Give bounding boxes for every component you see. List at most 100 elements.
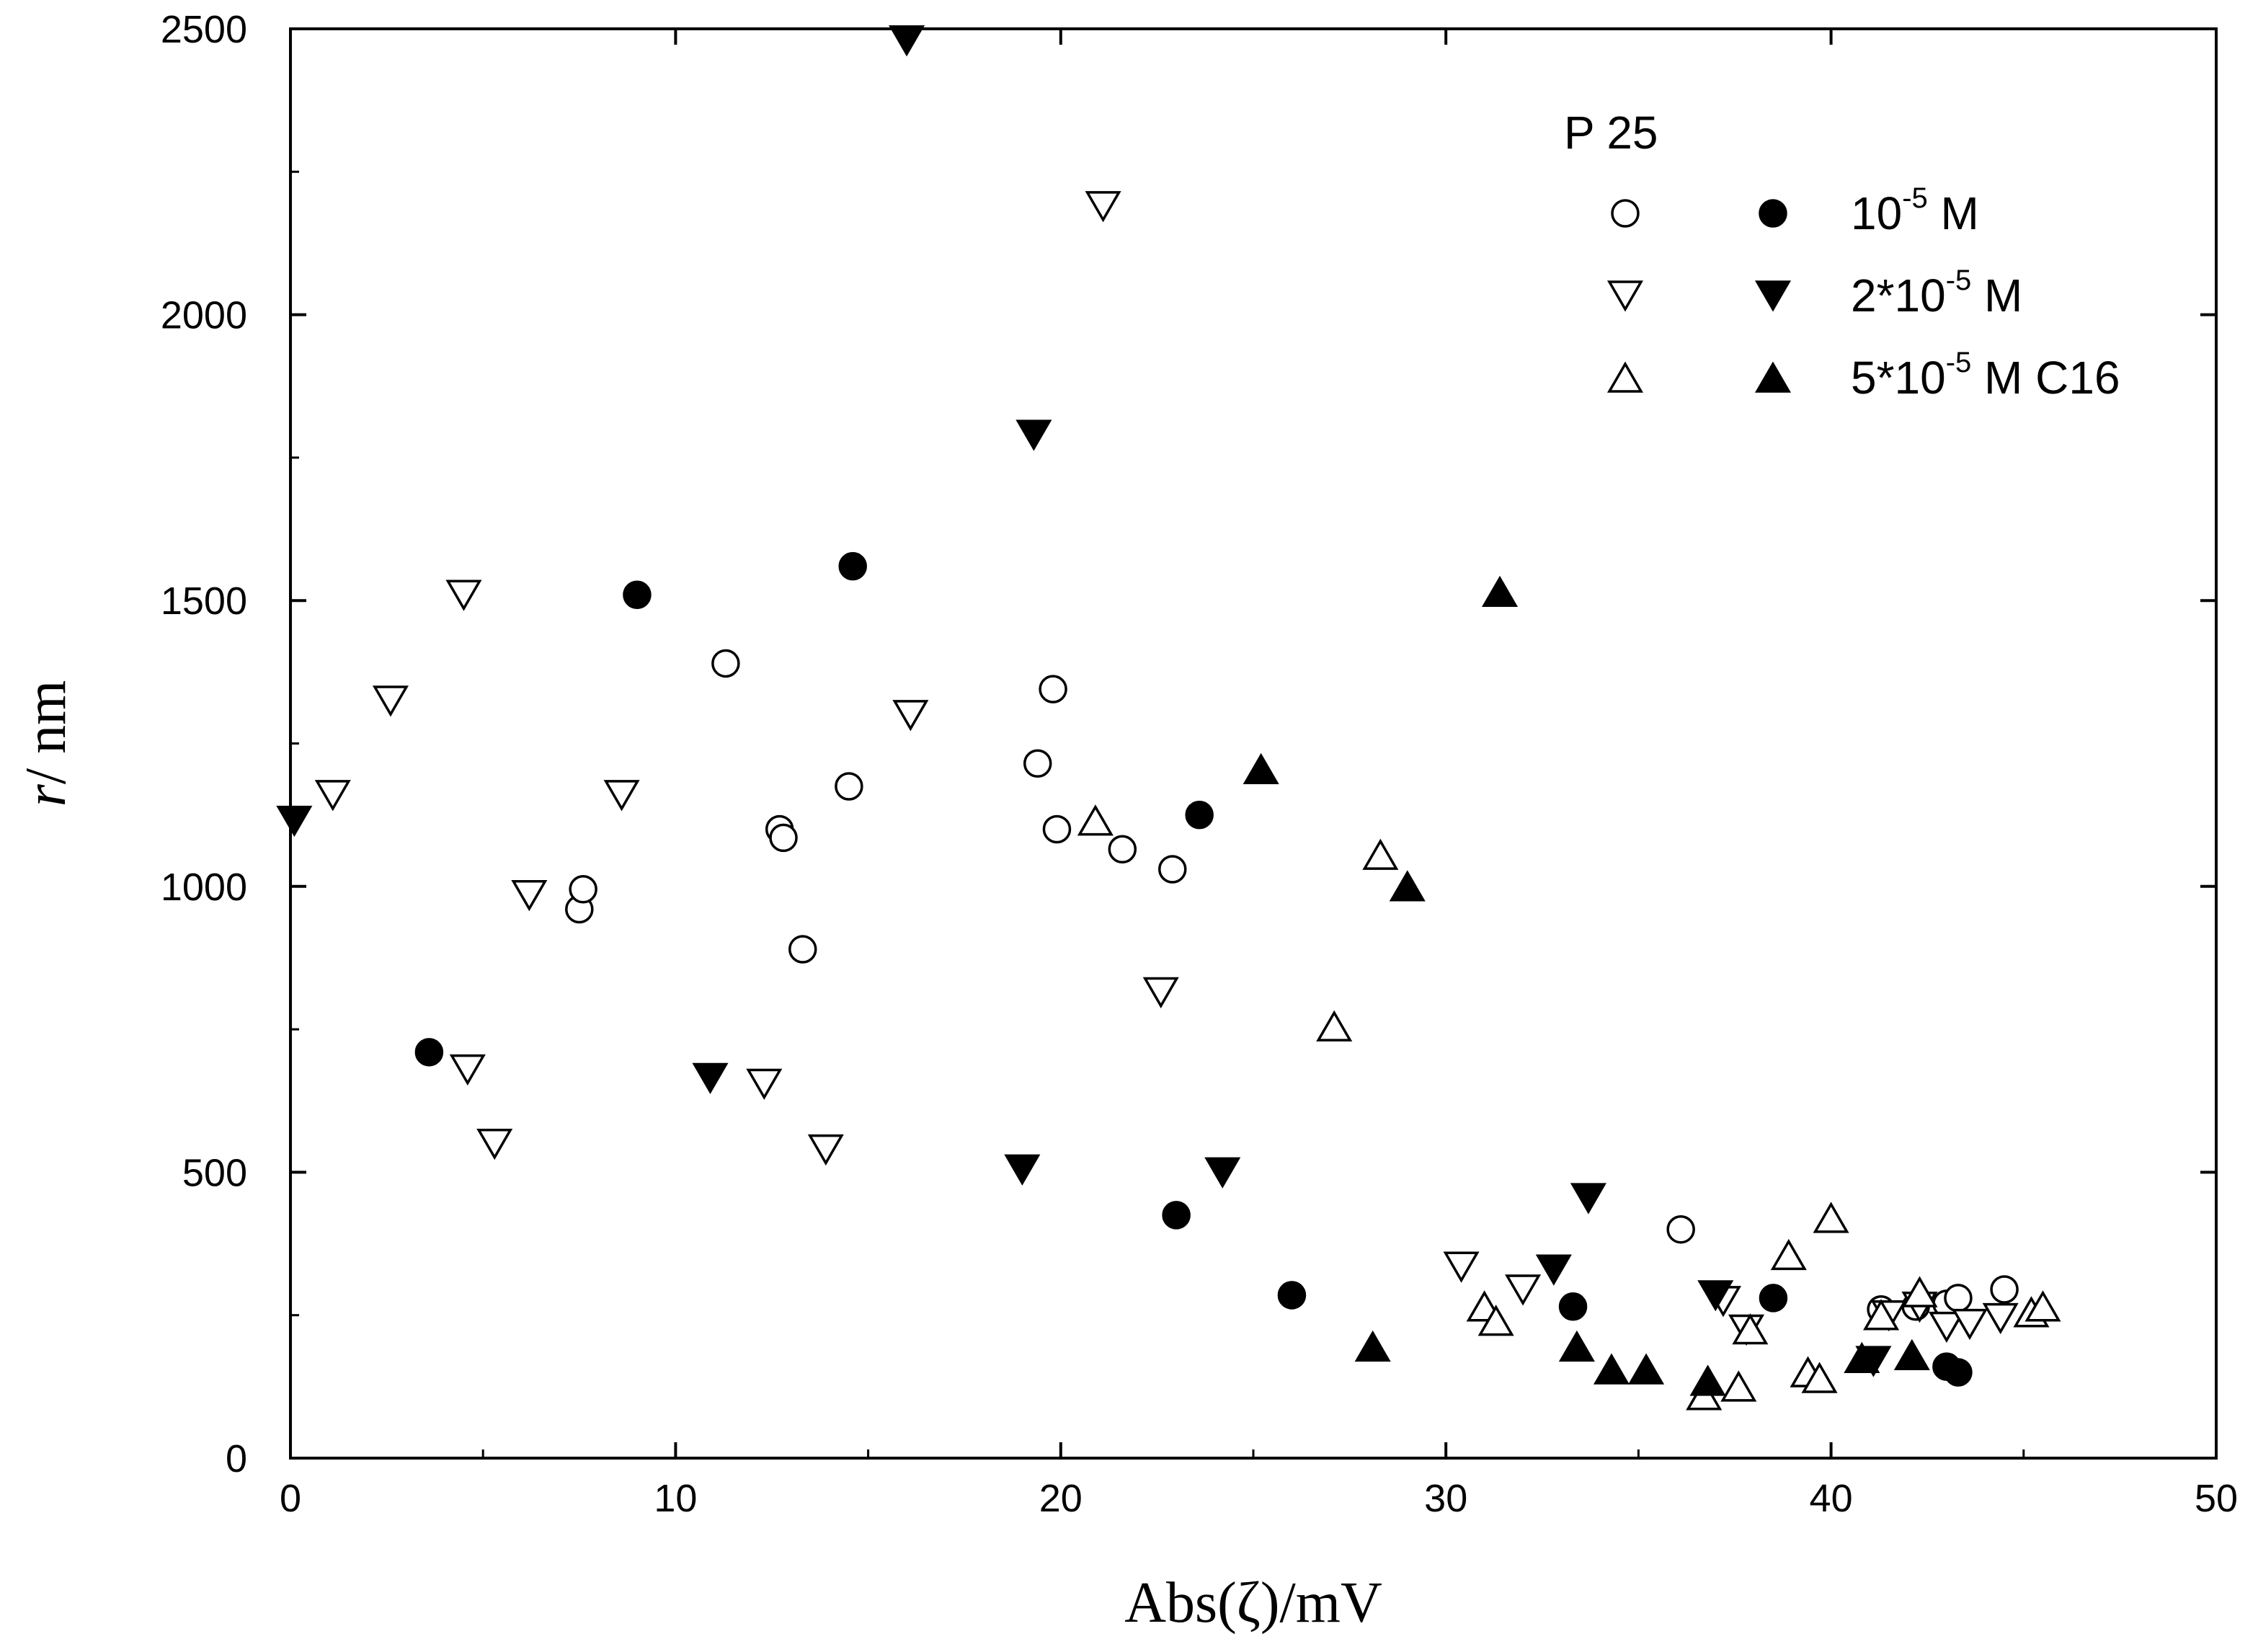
data-point-open-triangle-down: [603, 780, 640, 812]
data-point-open-triangle-down: [1505, 1274, 1542, 1306]
data-point-filled-triangle-down: [1004, 1154, 1041, 1186]
x-tick-label: 10: [654, 1477, 697, 1520]
data-point-open-circle: [1158, 855, 1187, 884]
y-axis-title-italic: r: [14, 783, 78, 807]
legend-label: 2*10-5 M: [1851, 265, 2022, 321]
data-point-filled-triangle-down: [1015, 419, 1052, 451]
data-point-filled-triangle-down: [1535, 1254, 1572, 1286]
legend-marker-filled: [1754, 280, 1792, 312]
data-point-filled-triangle-up: [1243, 752, 1279, 784]
legend-label-tail: M C16: [1971, 352, 2120, 404]
data-point-filled-triangle-up: [1389, 870, 1426, 902]
x-tick-label: 50: [2195, 1477, 2238, 1520]
data-points: [276, 25, 2061, 1411]
y-tick-label: 1000: [161, 866, 247, 909]
data-point-filled-circle: [414, 1038, 444, 1067]
data-point-open-circle: [1944, 1284, 1973, 1313]
data-point-filled-triangle-down: [1204, 1157, 1241, 1189]
legend-marker-open: [1606, 280, 1644, 312]
data-point-open-triangle-up: [1720, 1370, 1757, 1402]
legend-marker-open: [1611, 199, 1640, 228]
data-point-open-triangle-down: [746, 1068, 783, 1100]
legend-label-sup: -5: [1946, 347, 1972, 378]
data-point-filled-triangle-down: [1697, 1280, 1734, 1312]
data-point-filled-triangle-down: [889, 25, 925, 57]
legend-label-sup: -5: [1946, 265, 1972, 296]
x-tick-label: 20: [1039, 1477, 1083, 1520]
data-point-open-triangle-up: [1863, 1299, 1900, 1331]
data-point-open-triangle-down: [1142, 977, 1179, 1009]
data-point-open-triangle-down: [1982, 1302, 2019, 1335]
data-point-filled-triangle-up: [1558, 1330, 1595, 1362]
data-point-open-triangle-up: [1077, 804, 1114, 836]
data-point-filled-triangle-up: [1689, 1364, 1726, 1396]
data-point-filled-circle: [838, 551, 867, 581]
data-point-filled-triangle-down: [1570, 1183, 1606, 1214]
legend-label: 5*10-5 M C16: [1851, 347, 2120, 404]
data-point-open-triangle-up: [1801, 1362, 1838, 1393]
y-axis-title: r/ nm: [14, 680, 78, 807]
data-point-open-circle: [1023, 749, 1052, 778]
data-point-open-triangle-down: [1928, 1311, 1965, 1344]
data-point-filled-circle: [1759, 1284, 1788, 1313]
data-point-open-triangle-up: [1732, 1313, 1769, 1345]
y-tick-label: 500: [182, 1151, 247, 1194]
legend-label: 10-5 M: [1851, 182, 1979, 239]
data-point-filled-triangle-up: [1893, 1338, 1930, 1370]
data-point-filled-triangle-up: [1628, 1353, 1665, 1385]
data-point-filled-triangle-up: [1481, 575, 1519, 608]
x-tick-label: 40: [1810, 1477, 1853, 1520]
data-point-filled-triangle-up: [1844, 1341, 1880, 1373]
data-point-filled-triangle-up: [1593, 1353, 1630, 1385]
data-point-open-triangle-down: [314, 780, 351, 812]
data-point-open-triangle-up: [2024, 1290, 2061, 1322]
y-tick-label: 1500: [161, 579, 247, 623]
data-point-filled-circle: [1558, 1292, 1588, 1321]
data-point-filled-circle: [1277, 1281, 1307, 1310]
data-point-open-circle: [1666, 1214, 1695, 1244]
data-point-open-triangle-down: [1443, 1251, 1480, 1283]
data-point-open-circle: [788, 935, 817, 964]
data-point-open-circle: [1039, 675, 1067, 703]
legend-marker-filled: [1759, 199, 1787, 228]
data-point-open-triangle-down: [1085, 191, 1121, 223]
y-tick-label: 2000: [161, 294, 247, 337]
data-point-filled-circle: [1162, 1201, 1191, 1230]
legend-marker-open: [1606, 361, 1644, 393]
data-point-open-triangle-up: [1316, 1010, 1353, 1042]
data-point-open-triangle-down: [476, 1128, 513, 1160]
legend-marker-filled: [1754, 361, 1792, 393]
data-point-open-triangle-down: [892, 700, 929, 732]
data-point-open-triangle-down: [372, 685, 409, 717]
legend-label-base: 5*10: [1851, 352, 1946, 404]
data-point-filled-triangle-up: [1354, 1330, 1391, 1362]
data-point-open-triangle-up: [1813, 1202, 1849, 1233]
data-point-open-triangle-down: [807, 1134, 844, 1166]
data-point-filled-triangle-down: [276, 805, 313, 838]
x-tick-label: 0: [280, 1477, 301, 1520]
legend-label-sup: -5: [1902, 182, 1928, 214]
data-point-open-circle: [835, 772, 863, 801]
data-point-filled-circle: [1185, 800, 1214, 830]
y-tick-label: 2500: [161, 8, 247, 51]
data-point-open-triangle-up: [1770, 1238, 1807, 1271]
plot-frame: [289, 27, 2218, 1460]
data-point-open-circle: [1108, 835, 1137, 863]
data-point-open-triangle-down: [1951, 1308, 1988, 1341]
data-point-open-circle: [769, 823, 798, 853]
data-point-open-circle: [1042, 814, 1072, 844]
y-tick-label: 0: [226, 1437, 247, 1480]
data-point-filled-circle: [623, 580, 652, 610]
legend-label-base: 2*10: [1851, 270, 1946, 321]
data-point-open-circle: [1990, 1275, 2019, 1304]
legend-label-tail: M: [1928, 187, 1979, 239]
legend-label-tail: M: [1971, 270, 2022, 321]
data-point-open-triangle-up: [1477, 1305, 1514, 1336]
data-point-open-circle: [569, 875, 597, 904]
data-point-filled-circle: [1944, 1358, 1973, 1387]
data-point-open-triangle-up: [1362, 838, 1399, 870]
legend-label-base: 10: [1851, 187, 1902, 239]
